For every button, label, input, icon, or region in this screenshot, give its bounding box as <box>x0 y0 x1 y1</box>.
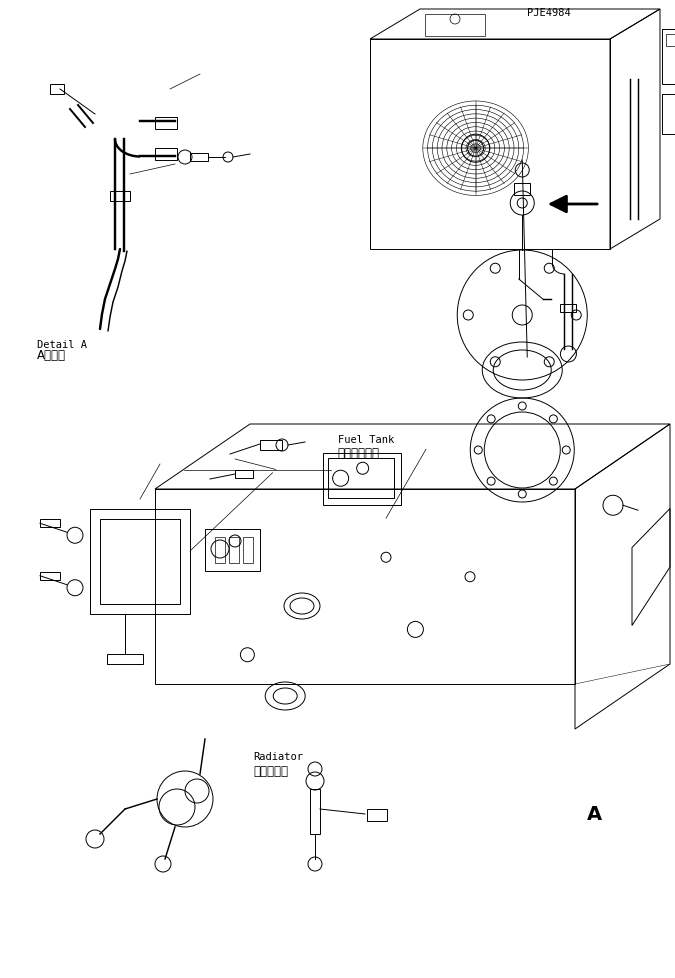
Bar <box>190 154 208 161</box>
Bar <box>100 519 180 604</box>
Bar <box>110 192 130 201</box>
Bar <box>215 538 225 563</box>
Bar <box>367 809 387 822</box>
Text: Fuel Tank: Fuel Tank <box>338 435 394 445</box>
Text: ラジエータ: ラジエータ <box>253 765 288 778</box>
Bar <box>327 459 394 499</box>
Bar <box>155 149 177 160</box>
Bar <box>229 538 239 563</box>
Text: A: A <box>587 804 602 823</box>
Bar <box>40 572 60 580</box>
Bar <box>235 470 253 478</box>
Bar <box>514 184 531 196</box>
Bar <box>310 789 320 834</box>
Bar <box>662 30 675 85</box>
Bar <box>323 454 401 506</box>
Text: PJE4984: PJE4984 <box>526 8 570 18</box>
Text: A　詳細: A 詳細 <box>37 349 66 362</box>
Text: Detail A: Detail A <box>37 340 87 350</box>
Bar <box>50 85 64 95</box>
Text: Radiator: Radiator <box>253 751 303 761</box>
Bar <box>560 305 576 313</box>
Bar <box>260 440 282 451</box>
Bar <box>425 15 485 37</box>
Bar <box>666 35 675 47</box>
Bar <box>662 95 675 135</box>
Bar <box>370 40 610 249</box>
Bar <box>205 529 260 571</box>
Bar <box>155 118 177 130</box>
Bar <box>243 538 253 563</box>
Bar <box>107 654 143 664</box>
Text: フェルタンク: フェルタンク <box>338 447 379 460</box>
Bar <box>40 519 60 528</box>
Bar <box>155 490 575 685</box>
Bar <box>90 510 190 614</box>
